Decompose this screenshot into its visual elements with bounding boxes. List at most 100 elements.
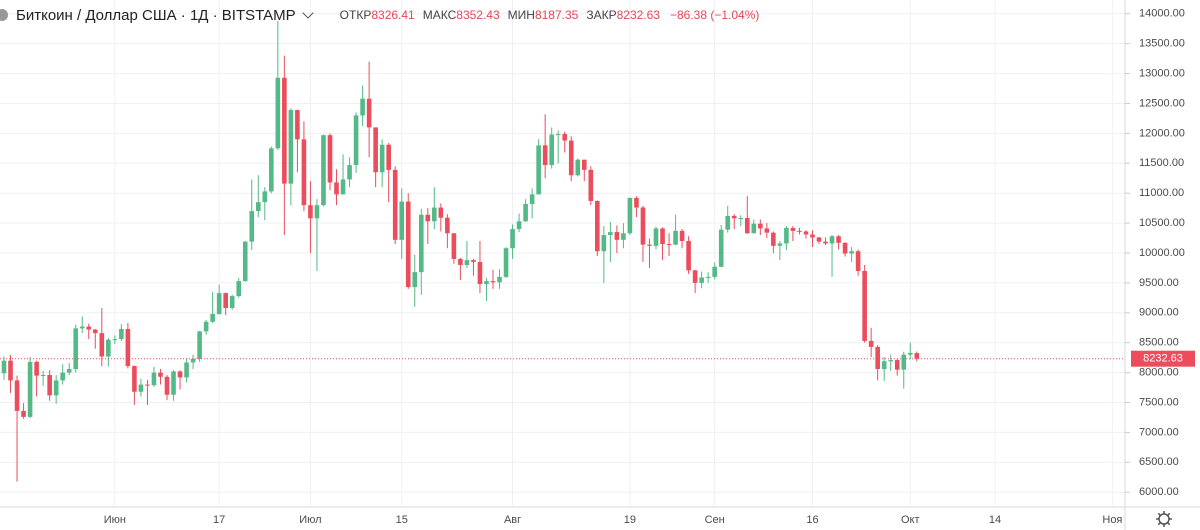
candle-body xyxy=(855,251,861,271)
candle-body xyxy=(542,145,548,166)
candle-body xyxy=(842,242,848,254)
candle-body xyxy=(673,230,678,245)
candle-body xyxy=(269,148,274,192)
y-tick-label: 9500.00 xyxy=(1139,277,1179,289)
candle-body xyxy=(777,243,783,246)
candle-body xyxy=(73,328,79,370)
candle-body xyxy=(21,410,26,417)
candle-body xyxy=(907,352,913,355)
close-value: 8232.63 xyxy=(616,8,660,22)
symbol-title[interactable]: Биткоин / Доллар США · 1Д · BITSTAMP xyxy=(16,6,296,24)
candle-body xyxy=(399,201,405,240)
candle-body xyxy=(347,165,352,180)
candle-body xyxy=(705,276,711,278)
candle-body xyxy=(66,369,72,373)
candle-body xyxy=(119,328,124,340)
candle-body xyxy=(327,135,333,183)
candle-body xyxy=(203,321,209,332)
y-tick-label: 7000.00 xyxy=(1139,426,1179,438)
candle-body xyxy=(744,218,750,234)
x-tick-label: 17 xyxy=(213,514,225,526)
candle-body xyxy=(503,248,509,277)
y-tick-label: 12000.00 xyxy=(1139,127,1185,139)
candle-body xyxy=(718,229,724,267)
candle-body xyxy=(40,375,46,377)
candle-body xyxy=(1,360,7,374)
symbol-menu[interactable] xyxy=(302,7,314,19)
candle-body xyxy=(627,197,633,234)
candle-body xyxy=(510,229,515,249)
x-tick-label: Июл xyxy=(299,514,321,526)
low-value: 8187.35 xyxy=(534,8,579,22)
candle-body xyxy=(412,272,418,288)
candle-body xyxy=(425,214,431,222)
candle-body xyxy=(523,203,528,222)
candle-body xyxy=(366,98,372,128)
candle-body xyxy=(125,328,131,367)
candle-body xyxy=(731,215,737,219)
x-tick-label: Сен xyxy=(705,514,725,526)
candle-body xyxy=(262,191,268,203)
candle-body xyxy=(771,232,776,246)
x-tick-label: 16 xyxy=(806,514,818,526)
candle-body xyxy=(464,260,470,265)
candle-body xyxy=(562,133,568,141)
candle-body xyxy=(451,233,457,259)
y-tick-label: 13000.00 xyxy=(1139,67,1185,79)
settings-icon[interactable] xyxy=(1156,511,1172,527)
candle-body xyxy=(321,135,326,206)
candle-body xyxy=(888,360,894,362)
y-tick-label: 8500.00 xyxy=(1139,337,1179,349)
candle-body xyxy=(666,244,672,246)
y-tick-label: 7500.00 xyxy=(1139,396,1179,408)
candle-body xyxy=(60,372,65,381)
candle-body xyxy=(914,353,920,359)
gear-teeth[interactable] xyxy=(1156,511,1172,527)
y-tick-label: 6000.00 xyxy=(1139,486,1179,498)
candle-body xyxy=(249,211,255,242)
candle-body xyxy=(797,230,802,232)
candle-body xyxy=(158,372,163,377)
candle-body xyxy=(432,207,437,222)
candle-body xyxy=(190,358,196,363)
candle-body xyxy=(379,144,385,173)
candle-body xyxy=(894,360,900,370)
candle-body xyxy=(112,339,118,341)
close-key: ЗАКР xyxy=(586,8,617,22)
candle-body xyxy=(555,133,561,135)
candle-body xyxy=(458,258,463,265)
candle-body xyxy=(477,261,483,285)
candle-body xyxy=(803,231,809,235)
candle-body xyxy=(679,230,685,242)
high-key: МАКС xyxy=(422,8,457,22)
candle-body xyxy=(236,281,242,297)
candle-body xyxy=(875,346,880,370)
candle-body xyxy=(588,169,594,201)
candle-body xyxy=(601,235,607,252)
candle-body xyxy=(810,234,815,238)
candle-body xyxy=(549,134,554,166)
candle-body xyxy=(536,145,541,195)
candle-body xyxy=(699,277,704,283)
candle-body xyxy=(288,110,294,184)
candle-body xyxy=(92,329,98,334)
candle-body xyxy=(353,115,359,166)
candle-body xyxy=(575,159,581,176)
candle-body xyxy=(634,197,639,208)
y-tick-label: 12500.00 xyxy=(1139,97,1185,109)
candle-body xyxy=(210,314,215,322)
candle-body xyxy=(790,227,796,231)
candle-body xyxy=(621,233,626,240)
y-tick-label: 8000.00 xyxy=(1139,367,1179,379)
y-tick-label: 9000.00 xyxy=(1139,307,1179,319)
last-price-label: 8232.63 xyxy=(1143,353,1183,365)
candle-body xyxy=(581,159,587,170)
candle-body xyxy=(392,169,398,240)
candle-body xyxy=(255,202,261,212)
x-tick-label: Авг xyxy=(504,514,521,526)
candle-body xyxy=(301,139,307,206)
candle-body xyxy=(164,376,170,395)
candle-body xyxy=(445,217,450,234)
candle-body xyxy=(229,296,235,309)
